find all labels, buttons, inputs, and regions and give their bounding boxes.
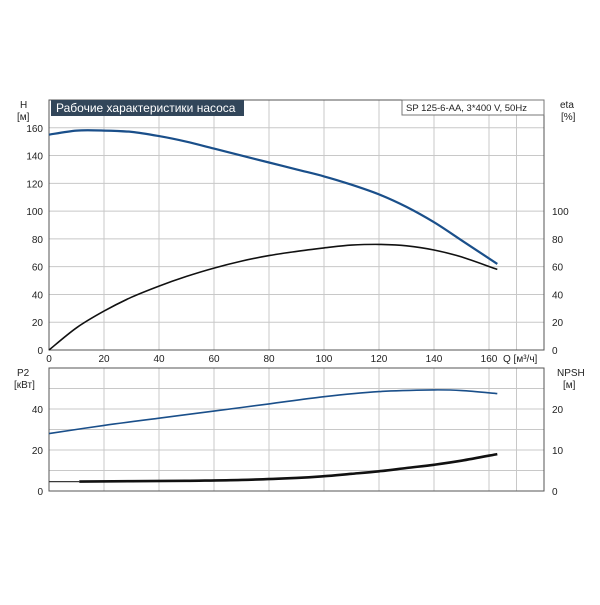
- y-right-tick-label: 40: [552, 290, 564, 301]
- y2-left-tick-label: 20: [32, 446, 44, 457]
- y2-right-tick-label: 10: [552, 446, 564, 457]
- y-left-tick-label: 100: [26, 207, 43, 218]
- y-right-tick-label: 60: [552, 263, 564, 274]
- top-chart-frame: [48, 99, 545, 351]
- x-tick-label: 60: [208, 354, 220, 365]
- y-axis-right-label: eta: [560, 100, 574, 111]
- y-axis-left-label: H: [20, 100, 27, 111]
- x-axis-label: Q [м³/ч]: [503, 354, 538, 365]
- npsh-curve: [79, 452, 498, 483]
- x-tick-label: 160: [481, 354, 498, 365]
- x-tick-label: 40: [153, 354, 165, 365]
- y-axis-right-unit: [%]: [561, 112, 576, 123]
- x-tick-label: 20: [98, 354, 110, 365]
- x-tick-label: 100: [316, 354, 333, 365]
- bottom-chart: P2 [кВт] NPSH [м] 0 20 40 0 10 20: [14, 367, 585, 498]
- top-chart: Рабочие характеристики насоса SP 125-6-A…: [17, 99, 576, 365]
- x-tick-label: 0: [46, 354, 52, 365]
- y2-left-tick-label: 40: [32, 405, 44, 416]
- y-right-tick-label: 80: [552, 235, 564, 246]
- y-left-tick-label: 60: [32, 263, 44, 274]
- y2-axis-right-label: NPSH: [557, 368, 585, 379]
- y-right-tick-label: 0: [552, 346, 558, 357]
- chart-title-background: [51, 100, 244, 116]
- y-left-tick-label: 80: [32, 235, 44, 246]
- efficiency-curve: [48, 243, 498, 351]
- y-right-tick-label: 100: [552, 207, 569, 218]
- y2-right-tick-label: 0: [552, 487, 558, 498]
- y-left-tick-label: 40: [32, 290, 44, 301]
- y-right-tick-label: 20: [552, 318, 564, 329]
- x-tick-label: 140: [426, 354, 443, 365]
- y2-right-tick-label: 20: [552, 405, 564, 416]
- y2-left-tick-label: 0: [37, 487, 43, 498]
- chart-title: Рабочие характеристики насоса: [56, 101, 236, 115]
- y-left-tick-label: 140: [26, 152, 43, 163]
- x-tick-label: 120: [371, 354, 388, 365]
- y-left-tick-label: 160: [26, 124, 43, 135]
- bottom-chart-frame: [48, 367, 545, 492]
- power-curve: [48, 389, 498, 435]
- y-left-tick-label: 120: [26, 179, 43, 190]
- y-left-tick-label: 0: [37, 346, 43, 357]
- y-left-tick-label: 20: [32, 318, 44, 329]
- y2-axis-left-label: P2: [17, 368, 30, 379]
- x-tick-label: 80: [263, 354, 275, 365]
- y2-axis-right-unit: [м]: [563, 380, 576, 391]
- head-curve: [48, 129, 498, 265]
- y2-axis-left-unit: [кВт]: [14, 380, 35, 391]
- y-axis-left-unit: [м]: [17, 112, 30, 123]
- pump-model-label: SP 125-6-AA, 3*400 V, 50Hz: [406, 103, 527, 114]
- pump-info-box: [401, 99, 545, 116]
